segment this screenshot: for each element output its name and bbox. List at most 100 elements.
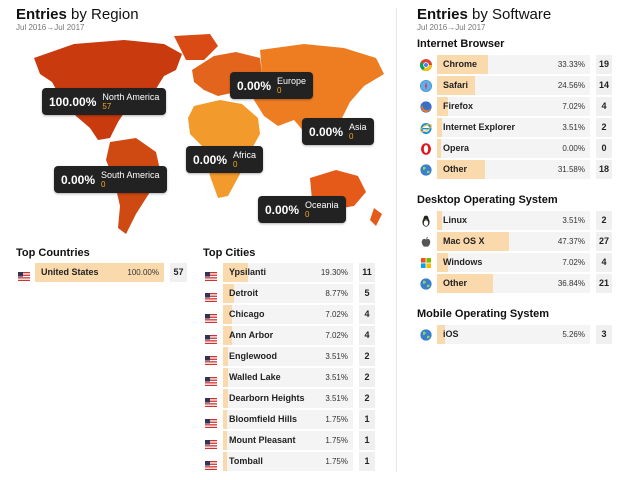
linux-icon: [420, 214, 432, 227]
us-flag-icon: [18, 268, 30, 281]
region-label-africa[interactable]: 0.00% Africa 0: [186, 146, 264, 173]
browser-row[interactable]: Firefox 7.02% 4: [420, 97, 612, 116]
row-count: 14: [596, 76, 612, 95]
region-name: Asia: [349, 121, 367, 132]
region-count: 57: [102, 101, 112, 111]
row-count: 1: [359, 431, 375, 450]
us-flag-icon: [205, 415, 217, 428]
region-pct: 0.00%: [265, 202, 300, 217]
desktop-os-row[interactable]: Other 36.84% 21: [420, 274, 612, 293]
browser-row[interactable]: Internet Explorer 3.51% 2: [420, 118, 612, 137]
country-row[interactable]: United States 100.00% 57: [18, 263, 187, 282]
region-label-asia[interactable]: 0.00% Asia 0: [302, 118, 374, 145]
region-label-oceania[interactable]: 0.00% Oceania 0: [258, 196, 346, 223]
us-flag-icon: [205, 289, 217, 302]
region-date-range: Jul 2016→Jul 2017: [16, 23, 85, 32]
panel-divider: [396, 8, 397, 472]
us-flag-icon: [205, 310, 217, 323]
bar-track: Bloomfield Hills 1.75%: [223, 410, 353, 429]
us-flag-icon: [205, 352, 217, 365]
city-row[interactable]: Dearborn Heights 3.51% 2: [205, 389, 375, 408]
row-label: Windows: [443, 257, 483, 267]
opera-icon: [420, 142, 432, 155]
city-row[interactable]: Walled Lake 3.51% 2: [205, 368, 375, 387]
city-row[interactable]: Bloomfield Hills 1.75% 1: [205, 410, 375, 429]
bar-fill: [437, 160, 485, 179]
browser-row[interactable]: Other 31.58% 18: [420, 160, 612, 179]
city-row[interactable]: Englewood 3.51% 2: [205, 347, 375, 366]
firefox-icon: [420, 100, 432, 113]
browser-row[interactable]: Safari 24.56% 14: [420, 76, 612, 95]
region-name: South America: [101, 169, 160, 180]
city-row[interactable]: Ann Arbor 7.02% 4: [205, 326, 375, 345]
row-percent: 8.77%: [325, 289, 348, 298]
region-greenland: [174, 34, 218, 60]
row-count: 0: [596, 139, 612, 158]
row-count: 2: [596, 211, 612, 230]
safari-icon: [420, 79, 432, 92]
bar-fill: [223, 305, 232, 324]
region-count: 0: [277, 85, 282, 95]
row-label: Firefox: [443, 101, 474, 111]
region-pct: 0.00%: [237, 78, 272, 93]
row-percent: 3.51%: [562, 216, 585, 225]
region-name: Europe: [277, 75, 307, 86]
region-name: Oceania: [305, 199, 339, 210]
bar-track: Tomball 1.75%: [223, 452, 353, 471]
bar-track: Englewood 3.51%: [223, 347, 353, 366]
bar-track: Mac OS X 47.37%: [437, 232, 590, 251]
row-count: 2: [596, 118, 612, 137]
row-count: 2: [359, 389, 375, 408]
bar-track: United States 100.00%: [35, 263, 164, 282]
city-row[interactable]: Tomball 1.75% 1: [205, 452, 375, 471]
bar-fill: [437, 211, 442, 230]
bar-track: iOS 5.26%: [437, 325, 590, 344]
city-row[interactable]: Detroit 8.77% 5: [205, 284, 375, 303]
bar-fill: [437, 139, 441, 158]
row-percent: 7.02%: [325, 331, 348, 340]
desktop-os-row[interactable]: Mac OS X 47.37% 27: [420, 232, 612, 251]
row-percent: 7.02%: [562, 258, 585, 267]
us-flag-icon: [205, 436, 217, 449]
region-pct: 0.00%: [61, 172, 96, 187]
row-label: Bloomfield Hills: [229, 414, 298, 424]
row-label: Chicago: [229, 309, 265, 319]
browser-row[interactable]: Opera 0.00% 0: [420, 139, 612, 158]
bar-track: Opera 0.00%: [437, 139, 590, 158]
row-label: Other: [443, 164, 468, 174]
region-pct: 0.00%: [193, 152, 228, 167]
region-label-europe[interactable]: 0.00% Europe 0: [230, 72, 314, 99]
row-label: Ann Arbor: [229, 330, 274, 340]
row-count: 3: [596, 325, 612, 344]
city-row[interactable]: Ypsilanti 19.30% 11: [205, 263, 375, 282]
mobile-os-row[interactable]: iOS 5.26% 3: [420, 325, 612, 344]
bar-track: Other 36.84%: [437, 274, 590, 293]
region-panel-title: Entries by Region: [16, 6, 139, 23]
bar-fill: [223, 284, 234, 303]
row-count: 27: [596, 232, 612, 251]
browser-row[interactable]: Chrome 33.33% 19: [419, 55, 612, 74]
region-label-north-america[interactable]: 100.00% North America 57: [42, 88, 167, 115]
bar-track: Ypsilanti 19.30%: [223, 263, 353, 282]
city-row[interactable]: Chicago 7.02% 4: [205, 305, 375, 324]
bar-fill: [437, 232, 509, 251]
desktop-os-row[interactable]: Linux 3.51% 2: [420, 211, 612, 230]
region-asia[interactable]: [250, 44, 384, 140]
row-count: 2: [359, 347, 375, 366]
internet-browser-title: Internet Browser: [417, 38, 505, 50]
row-label: Mac OS X: [443, 236, 485, 246]
row-percent: 100.00%: [127, 268, 159, 277]
row-count: 18: [596, 160, 612, 179]
desktop-os-row[interactable]: Windows 7.02% 4: [420, 253, 612, 272]
bar-fill: [223, 326, 232, 345]
bar-track: Firefox 7.02%: [437, 97, 590, 116]
row-count: 4: [596, 253, 612, 272]
bar-track: Walled Lake 3.51%: [223, 368, 353, 387]
chrome-icon: [419, 58, 432, 72]
region-label-south-america[interactable]: 0.00% South America 0: [54, 166, 167, 193]
bar-fill: [437, 55, 488, 74]
city-row[interactable]: Mount Pleasant 1.75% 1: [205, 431, 375, 450]
bar-fill: [223, 431, 227, 450]
row-label: Englewood: [229, 351, 277, 361]
bar-fill: [223, 452, 227, 471]
